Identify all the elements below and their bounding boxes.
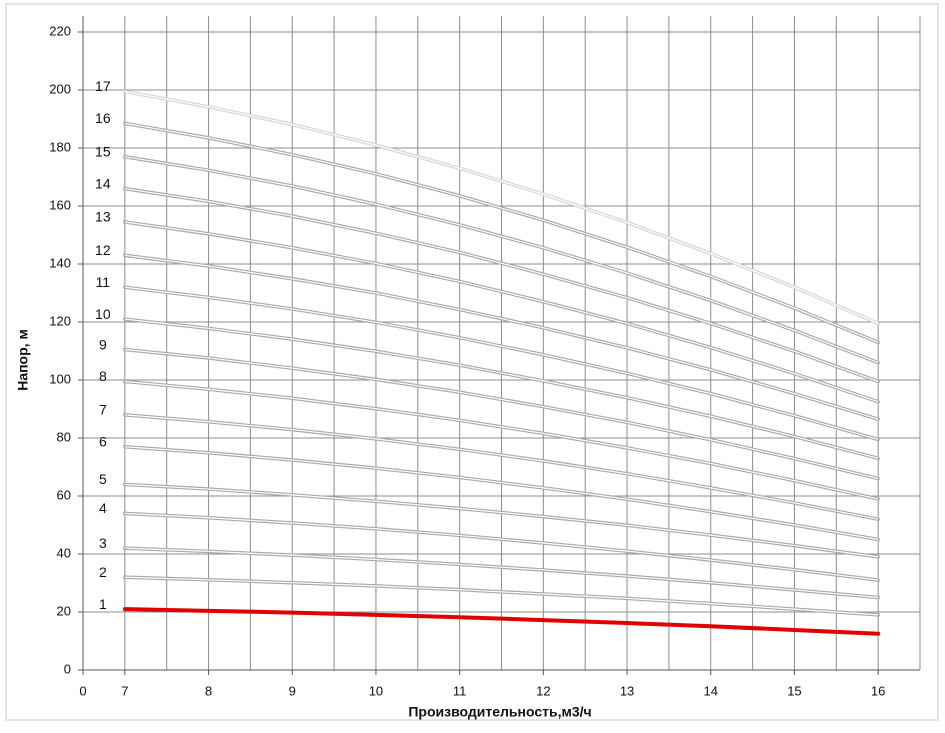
series-label: 11 [96, 274, 111, 290]
x-tick-label: 10 [369, 683, 383, 698]
frame [5, 3, 939, 721]
y-tick-label: 220 [49, 23, 71, 38]
x-tick-label: 15 [787, 683, 801, 698]
y-tick-label: 0 [64, 661, 71, 676]
series-label: 8 [99, 368, 107, 384]
series-line-core [124, 512, 879, 581]
series-line-core [124, 348, 879, 480]
series-line-core [124, 286, 879, 441]
x-tick-label: 13 [620, 683, 634, 698]
y-tick-label: 140 [49, 255, 71, 270]
y-tick-label: 20 [57, 603, 71, 618]
y-tick-label: 200 [49, 81, 71, 96]
series-label: 12 [95, 242, 111, 258]
x-tick-label: 7 [121, 683, 128, 698]
series-label: 16 [95, 110, 111, 126]
series-label: 15 [95, 143, 111, 159]
series-line-core [124, 254, 879, 420]
y-tick-label: 80 [57, 429, 71, 444]
series-label: 14 [95, 175, 111, 191]
y-tick-label: 40 [57, 545, 71, 560]
series-line-core [124, 446, 879, 541]
series-line-core [124, 547, 879, 599]
series-line-core [124, 156, 879, 364]
series-line-core [124, 414, 879, 520]
series-label: 17 [95, 78, 111, 94]
series-label: 6 [99, 433, 107, 449]
x-tick-label: 0 [79, 683, 86, 698]
series-label: 13 [95, 209, 111, 225]
series-line-core [124, 122, 879, 343]
x-tick-label: 11 [453, 683, 467, 698]
series-line-core [124, 90, 879, 325]
series-line-core [124, 576, 879, 616]
series-label: 9 [99, 336, 107, 352]
series-line-core [124, 483, 879, 558]
series-line-core [124, 380, 879, 500]
x-tick-label: 9 [289, 683, 296, 698]
series-line-core [124, 221, 879, 403]
x-tick-label: 16 [871, 683, 885, 698]
series-label: 3 [99, 535, 107, 551]
series-label: 2 [99, 564, 107, 580]
x-axis-title: Производительность,м3/ч [408, 704, 591, 720]
y-tick-label: 160 [49, 197, 71, 212]
y-axis-title: Напор, м [15, 329, 31, 391]
series-label: 4 [99, 500, 107, 516]
x-tick-label: 8 [205, 683, 212, 698]
x-tick-label: 12 [536, 683, 550, 698]
series-line-core [124, 188, 879, 383]
x-tick-label: 14 [704, 683, 718, 698]
series-line [122, 607, 881, 636]
y-tick-label: 120 [49, 313, 71, 328]
series-line-core [124, 318, 879, 459]
series-label: 5 [99, 471, 107, 487]
series-label: 1 [99, 596, 107, 612]
y-tick-label: 180 [49, 139, 71, 154]
y-tick-label: 100 [49, 371, 71, 386]
series-label: 10 [95, 306, 111, 322]
series-label: 7 [99, 402, 107, 418]
y-tick-label: 60 [57, 487, 71, 502]
